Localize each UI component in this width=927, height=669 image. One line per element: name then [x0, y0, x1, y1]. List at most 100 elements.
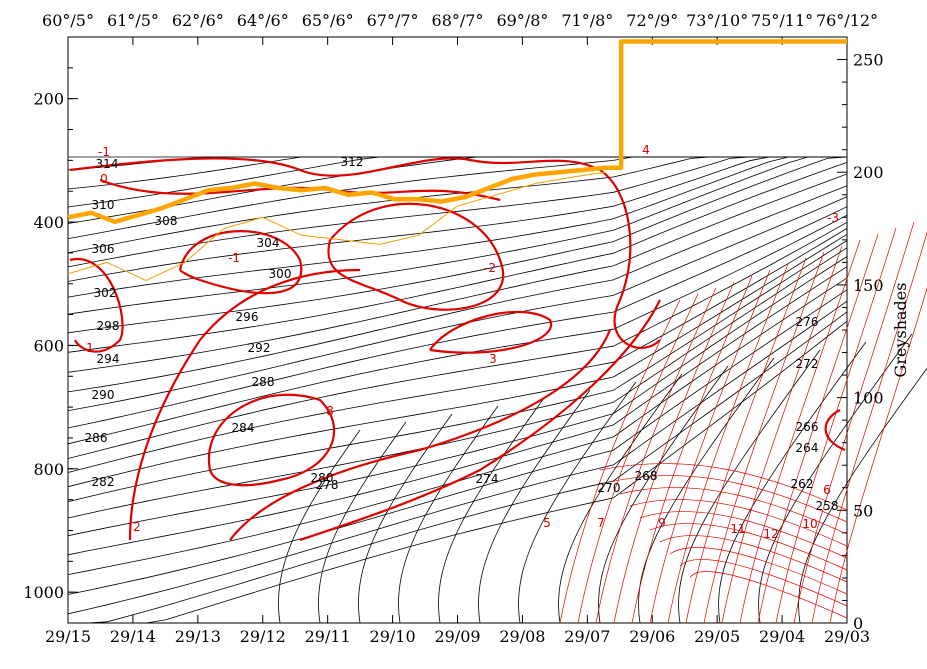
red-contour-thin-lower	[689, 571, 848, 619]
red-contour-thick	[69, 157, 601, 177]
black-contour-line-lower	[438, 397, 545, 624]
black-contour-label: 282	[92, 475, 115, 489]
left-tick-label: 400	[33, 213, 64, 232]
bottom-tick-label: 29/11	[305, 627, 351, 646]
right-tick-label: 200	[853, 163, 884, 182]
black-contour-label: 280	[311, 471, 334, 485]
black-contour-line	[67, 206, 848, 429]
red-contour-label: 0	[100, 172, 108, 186]
red-contour-thin	[595, 287, 717, 624]
black-contour-label: 266	[796, 420, 819, 434]
black-contour-line	[67, 156, 847, 282]
black-contour-line	[67, 173, 848, 373]
black-contour-line-lower	[518, 381, 637, 624]
red-contour-thin-lower	[679, 559, 848, 607]
black-contour-label: 308	[155, 214, 178, 228]
black-contour-line-lower	[758, 333, 913, 624]
black-contour-label: 296	[236, 310, 259, 324]
black-contour-label: 288	[252, 375, 275, 389]
black-contour-line-lower	[678, 349, 821, 624]
red-contour-label: -3	[827, 211, 839, 225]
red-contour-thin	[559, 299, 681, 624]
black-contour-line	[67, 156, 847, 190]
bottom-tick-label: 29/07	[564, 627, 610, 646]
red-contour-label: 9	[658, 516, 666, 530]
black-contour-label: 270	[598, 481, 621, 495]
red-contour-thick	[327, 202, 504, 311]
red-contour-thin-lower	[659, 535, 848, 583]
red-contour-label: -2	[484, 261, 496, 275]
red-contour-thin-lower	[629, 499, 848, 547]
black-contour-line-lower	[318, 421, 407, 624]
top-tick-label: 67°/7°	[367, 11, 419, 30]
black-contour-line-lower	[398, 405, 499, 624]
top-tick-label: 69°/8°	[496, 11, 548, 30]
red-contour-label: 7	[597, 516, 605, 530]
red-contour-thin-lower	[639, 511, 848, 559]
bottom-tick-label: 29/09	[434, 627, 480, 646]
top-tick-label: 64°/6°	[237, 11, 289, 30]
red-contour-thin	[739, 239, 861, 624]
greyshade-series	[67, 39, 847, 281]
red-contour-thin	[721, 245, 843, 624]
top-tick-label: 76°/12°	[816, 11, 878, 30]
top-tick-label: 61°/5°	[107, 11, 159, 30]
black-contour-line	[67, 266, 848, 556]
right-axis-title: Greyshades	[891, 283, 910, 378]
black-contour-label: 290	[92, 388, 115, 402]
black-contour-line	[67, 214, 848, 445]
red-contour-label: 5	[543, 516, 551, 530]
black-contour-line	[67, 156, 847, 315]
top-tick-label: 71°/8°	[561, 11, 613, 30]
red-contour-thin	[649, 269, 771, 624]
top-tick-label: 72°/9°	[626, 11, 678, 30]
black-contour-line	[67, 247, 848, 519]
red-contour-thick	[229, 329, 612, 541]
red-contour-label: 4	[642, 143, 650, 157]
red-contour-thick	[178, 230, 303, 295]
black-contour-label: 258	[816, 499, 839, 513]
black-contour-line	[68, 320, 848, 624]
black-contour-label: 264	[796, 441, 819, 455]
left-tick-label: 800	[33, 460, 64, 479]
black-contour-line-lower	[598, 365, 729, 624]
red-contour-thick	[207, 393, 336, 487]
red-contour-thin	[685, 257, 807, 624]
red-contour-thin	[775, 227, 897, 624]
red-contour-thin	[757, 233, 879, 624]
black-contour-label: 314	[96, 157, 119, 171]
black-contour-line	[67, 185, 848, 393]
greyshade-line-thin	[67, 171, 606, 281]
red-contour-thin-lower	[669, 547, 848, 595]
left-tick-label: 200	[33, 90, 64, 109]
black-contour-line	[67, 156, 847, 298]
black-contour-label: 294	[97, 352, 120, 366]
top-tick-label: 60°/5°	[42, 11, 94, 30]
red-contour-thin	[667, 263, 789, 624]
black-contour-line	[67, 228, 848, 473]
red-contour-thin-lower	[649, 523, 848, 571]
red-contour-thick	[824, 409, 846, 452]
black-contour-label: 298	[97, 319, 120, 333]
black-contour-line	[67, 162, 848, 353]
black-contour-line	[67, 240, 848, 503]
black-contour-line-lower	[558, 373, 683, 624]
black-contour-line	[68, 311, 848, 624]
black-contour-line	[67, 156, 847, 268]
top-tick-label: 65°/6°	[302, 11, 354, 30]
right-tick-label: 150	[853, 276, 884, 295]
black-contour-line	[67, 221, 848, 459]
red-contour-label: 6	[823, 483, 831, 497]
red-contour-thin	[577, 293, 699, 624]
right-tick-label: 50	[853, 501, 873, 520]
black-contour-line-lower	[798, 367, 927, 624]
red-contour-label: 8	[326, 404, 334, 418]
black-contour-line-lower	[718, 341, 867, 624]
top-tick-label: 62°/6°	[172, 11, 224, 30]
red-contour-thin	[613, 281, 735, 624]
black-contour-line	[67, 156, 847, 254]
black-contour-line-lower	[478, 389, 591, 624]
black-contour-label: 292	[248, 341, 271, 355]
